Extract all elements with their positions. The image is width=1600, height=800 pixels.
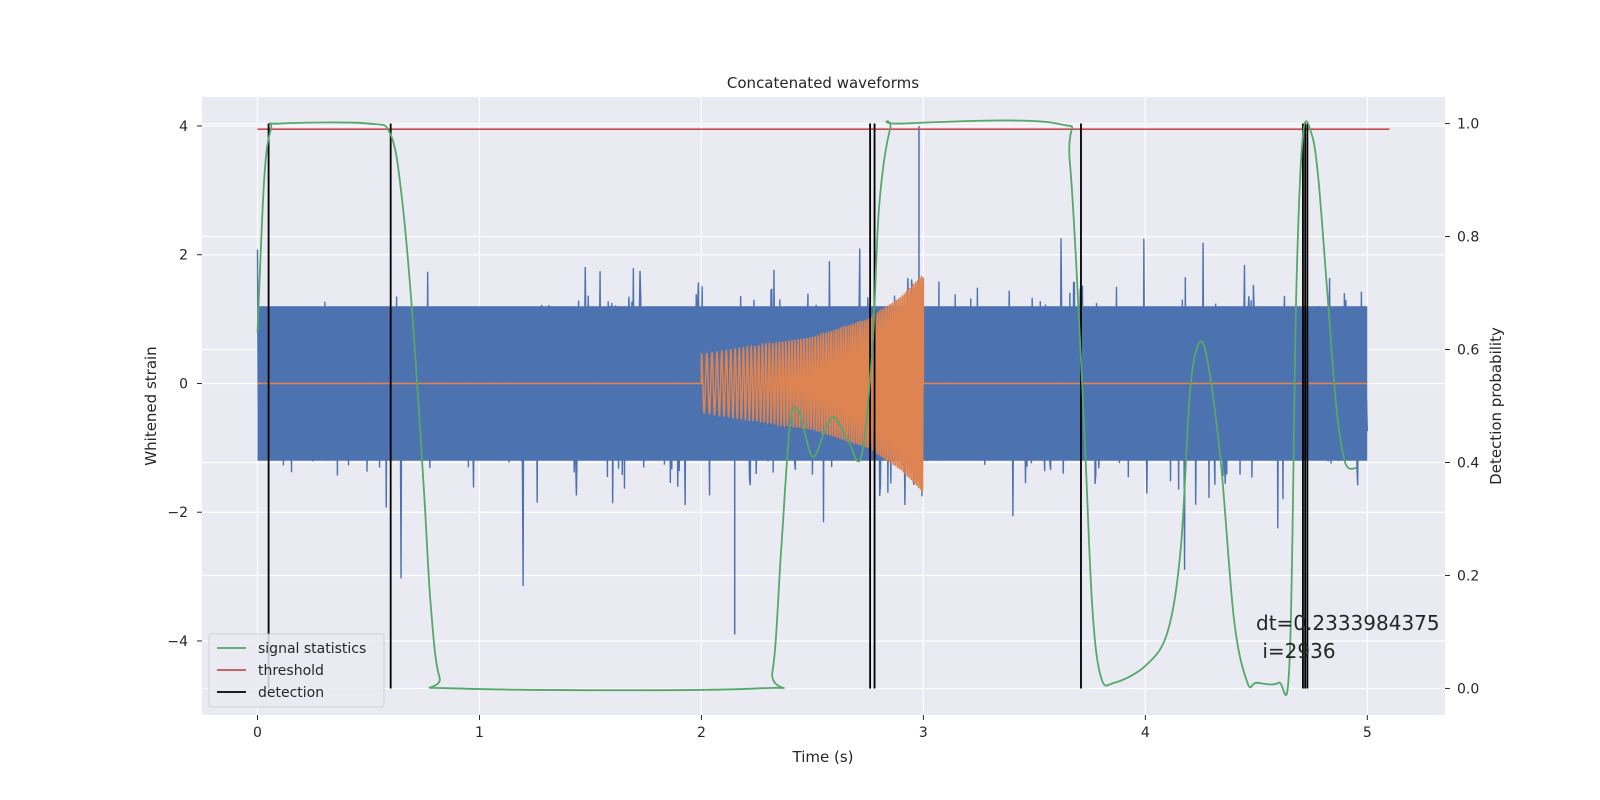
legend-label-threshold: threshold	[258, 663, 324, 679]
y-axis-label: Whitened strain	[142, 346, 160, 465]
y-axis-right-label: Detection probability	[1487, 327, 1505, 485]
legend-label-detection: detection	[258, 685, 324, 701]
series-signal-statistics	[256, 119, 1357, 696]
y-right-tick-label: 0.4	[1457, 455, 1479, 471]
chart-title: Concatenated waveforms	[727, 74, 919, 92]
legend-label-signal-statistics: signal statistics	[258, 641, 366, 657]
y-tick-label: 2	[179, 248, 188, 264]
y-tick-label: 0	[179, 376, 188, 392]
y-tick-label: 4	[179, 119, 188, 135]
x-tick-label: 5	[1363, 725, 1372, 741]
series-layer	[256, 119, 1390, 696]
legend: signal statistics threshold detection	[208, 633, 385, 708]
annotation-dt: dt=0.2333984375	[1256, 611, 1440, 635]
annotation-index: i=2936	[1256, 639, 1336, 663]
x-tick-label: 2	[697, 725, 706, 741]
y-right-tick-label: 0.8	[1457, 230, 1479, 246]
x-tick-label: 4	[1141, 725, 1150, 741]
series-strain-line	[256, 238, 1369, 586]
axes-layer: 0 1 2 3 4 5 −4 −2 0 2 4 0.0 0.2 0.4 0.6 0.8 1.0	[167, 117, 1479, 741]
series-injected-waveform	[257, 275, 1368, 493]
y-tick-label: −2	[167, 505, 188, 521]
y-right-tick-label: 0.0	[1457, 681, 1479, 697]
y-tick-label: −4	[167, 634, 188, 650]
legend-box	[208, 633, 385, 708]
x-tick-label: 1	[475, 725, 484, 741]
y-right-tick-label: 1.0	[1457, 117, 1479, 133]
x-tick-label: 3	[919, 725, 928, 741]
y-right-tick-label: 0.6	[1457, 343, 1479, 359]
x-tick-label: 0	[253, 725, 262, 741]
y-right-tick-label: 0.2	[1457, 568, 1479, 584]
x-axis-label: Time (s)	[792, 748, 854, 766]
